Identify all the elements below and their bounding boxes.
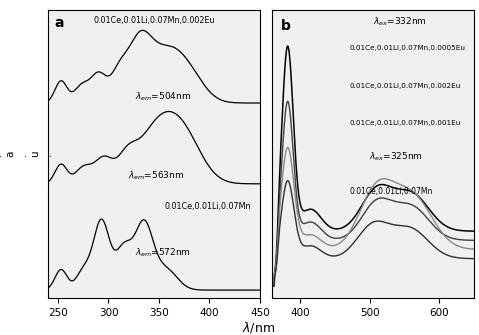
Text: 0.01Ce,0.01Li,0.07Mn: 0.01Ce,0.01Li,0.07Mn	[349, 188, 433, 196]
Text: 0.01Ce,0.01Li,0.07Mn,0.0005Eu: 0.01Ce,0.01Li,0.07Mn,0.0005Eu	[349, 45, 465, 51]
Text: 0.01Ce,0.01Li,0.07Mn: 0.01Ce,0.01Li,0.07Mn	[165, 202, 251, 211]
Text: 0.01Ce,0.01Li,0.07Mn,0.002Eu: 0.01Ce,0.01Li,0.07Mn,0.002Eu	[93, 16, 215, 25]
Text: 强
度
/
a
.
u
.: 强 度 / a . u .	[0, 151, 53, 157]
Text: a: a	[54, 16, 64, 30]
Text: $\lambda$/nm: $\lambda$/nm	[242, 320, 275, 335]
Text: $\lambda_{em}$=563nm: $\lambda_{em}$=563nm	[128, 170, 185, 182]
Text: 0.01Ce,0.01Li,0.07Mn,0.002Eu: 0.01Ce,0.01Li,0.07Mn,0.002Eu	[349, 83, 460, 89]
Text: $\lambda_{em}$=504nm: $\lambda_{em}$=504nm	[135, 91, 191, 103]
Text: $\lambda_{ex}$=325nm: $\lambda_{ex}$=325nm	[369, 151, 423, 163]
Text: $\lambda_{em}$=572nm: $\lambda_{em}$=572nm	[135, 247, 191, 259]
Text: b: b	[280, 19, 290, 33]
Text: $\lambda_{ex}$=332nm: $\lambda_{ex}$=332nm	[373, 16, 427, 28]
Text: 0.01Ce,0.01Li,0.07Mn,0.001Eu: 0.01Ce,0.01Li,0.07Mn,0.001Eu	[349, 120, 460, 126]
